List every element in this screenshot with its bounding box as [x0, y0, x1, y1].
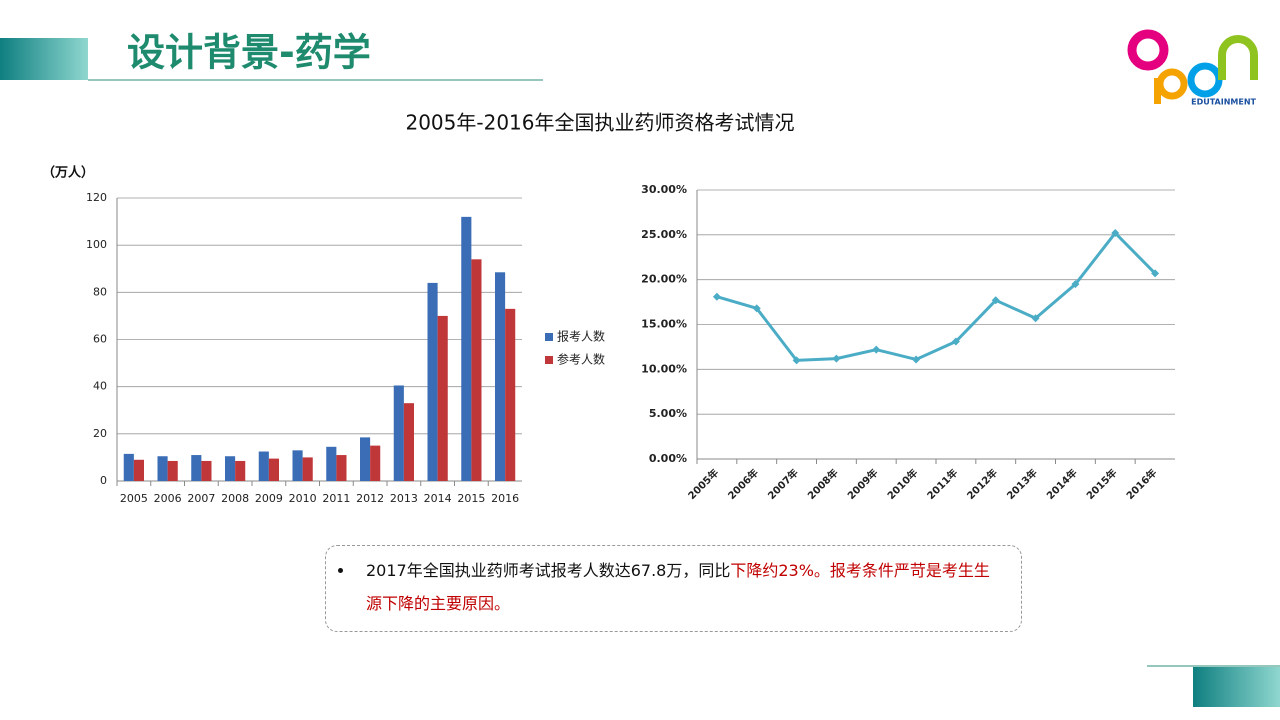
note-box: 2017年全国执业药师考试报考人数达67.8万，同比下降约23%。报考条件严苛是… — [325, 545, 1022, 632]
note-highlight: 下降约23%。报考条件严苛是考生生源下降的主要原因。 — [366, 561, 990, 613]
note-text: 2017年全国执业药师考试报考人数达67.8万，同比 — [366, 561, 731, 580]
x-tick-label: 2010 — [289, 492, 317, 505]
x-tick-label: 2005年 — [685, 466, 721, 502]
y-tick-label: 15.00% — [641, 318, 687, 331]
bar — [268, 458, 279, 481]
y-tick-label: 20 — [93, 427, 107, 440]
bar — [403, 403, 414, 481]
marker — [1031, 314, 1040, 323]
logo-text: EDUTAINMENT — [1191, 98, 1256, 107]
y-tick-label: 10.00% — [641, 362, 687, 375]
x-tick-label: 2014 — [424, 492, 452, 505]
bar — [258, 451, 269, 481]
bar — [133, 459, 144, 481]
marker — [991, 296, 1000, 305]
legend-label: 参考人数 — [557, 352, 605, 367]
marker — [1111, 229, 1120, 238]
bar — [461, 216, 472, 481]
bar — [370, 445, 381, 481]
header-decoration — [0, 38, 88, 80]
x-tick-label: 2009 — [255, 492, 283, 505]
x-tick-label: 2016 — [491, 492, 519, 505]
bar — [495, 272, 506, 481]
y-tick-label: 40 — [93, 380, 107, 393]
x-tick-label: 2006年 — [725, 466, 761, 502]
y-tick-label: 80 — [93, 285, 107, 298]
x-tick-label: 2011 — [322, 492, 350, 505]
page-title: 2005年-2016年全国执业药师资格考试情况 — [405, 111, 794, 135]
bar — [191, 455, 202, 481]
y-tick-label: 100 — [86, 238, 107, 251]
y-tick-label: 0.00% — [649, 452, 687, 465]
bar — [235, 460, 246, 481]
bar — [302, 457, 313, 481]
y-tick-label: 30.00% — [641, 183, 687, 196]
x-tick-label: 2008年 — [805, 466, 841, 502]
bar — [427, 282, 438, 481]
x-tick-label: 2012年 — [964, 466, 1000, 502]
legend-label: 报考人数 — [557, 329, 605, 344]
x-tick-label: 2015年 — [1084, 466, 1120, 502]
bar — [225, 456, 236, 481]
y-tick-label: 120 — [86, 191, 107, 204]
bar — [201, 460, 212, 481]
x-tick-label: 2007 — [187, 492, 215, 505]
logo: EDUTAINMENT — [1127, 29, 1258, 107]
x-tick-label: 2005 — [120, 492, 148, 505]
y-tick-label: 25.00% — [641, 228, 687, 241]
line — [716, 230, 1157, 362]
x-tick-label: 2013 — [390, 492, 418, 505]
bar — [336, 455, 347, 481]
bar — [123, 453, 134, 481]
marker — [712, 292, 721, 301]
marker — [872, 345, 881, 354]
bar — [157, 456, 168, 481]
x-tick-label: 2016年 — [1123, 466, 1159, 502]
marker — [951, 337, 960, 346]
footer-decoration — [1193, 667, 1280, 707]
y-tick-label: 20.00% — [641, 273, 687, 286]
header-title: 设计背景-药学 — [127, 31, 371, 75]
x-tick-label: 2014年 — [1044, 466, 1080, 502]
bar — [393, 385, 404, 481]
marker — [792, 356, 801, 365]
x-tick-label: 2012 — [356, 492, 384, 505]
x-tick-label: 2008 — [221, 492, 249, 505]
marker — [912, 355, 921, 364]
x-tick-label: 2013年 — [1004, 466, 1040, 502]
bar — [471, 259, 482, 481]
x-tick-label: 2015 — [457, 492, 485, 505]
x-tick-label: 2006 — [154, 492, 182, 505]
bar — [505, 308, 516, 481]
bar — [437, 315, 448, 481]
legend-swatch — [545, 333, 553, 341]
y-tick-label: 5.00% — [649, 407, 687, 420]
marker — [1151, 269, 1160, 278]
marker — [832, 354, 841, 363]
x-tick-label: 2009年 — [845, 466, 881, 502]
bullet — [338, 568, 343, 573]
marker — [752, 304, 761, 313]
bar — [360, 437, 371, 481]
bar — [167, 460, 178, 481]
legend-swatch — [545, 356, 553, 364]
y-tick-label: 0 — [100, 474, 107, 487]
x-tick-label: 2007年 — [765, 466, 801, 502]
marker — [1071, 280, 1080, 289]
bar — [326, 446, 337, 481]
x-tick-label: 2011年 — [924, 466, 960, 502]
y-axis-label: （万人） — [42, 165, 94, 181]
x-tick-label: 2010年 — [884, 466, 920, 502]
bar — [292, 450, 303, 481]
y-tick-label: 60 — [93, 333, 107, 346]
